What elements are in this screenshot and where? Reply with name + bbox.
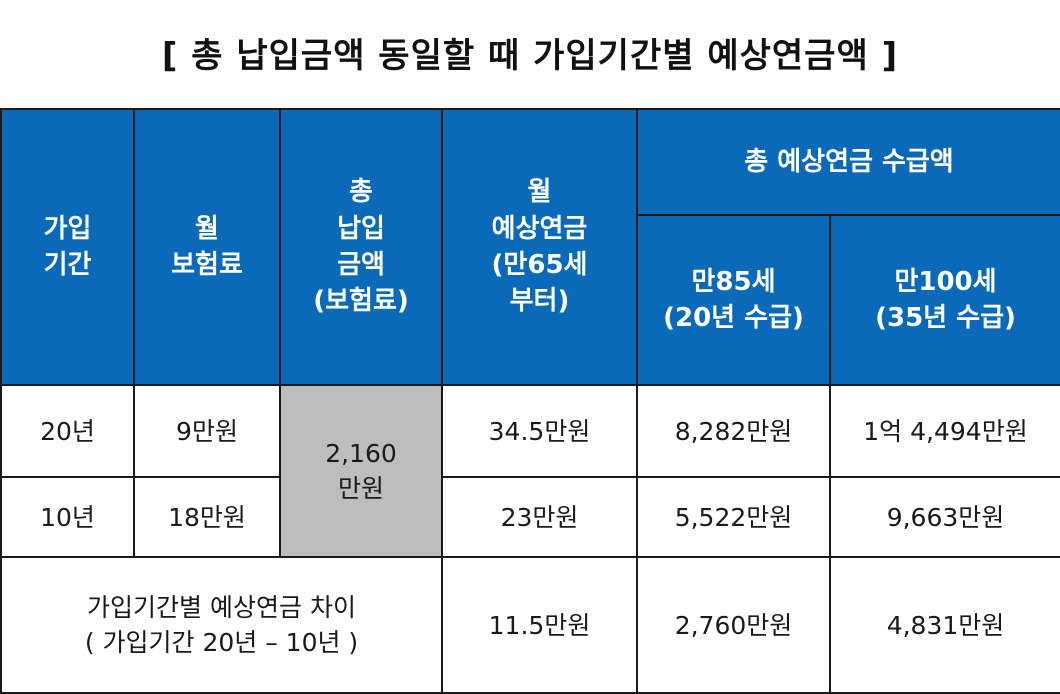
table-row: 20년 9만원 2,160 만원 34.5만원 8,282만원 1억 4,494…: [0, 384, 1060, 558]
cell-monthly-pension: 23만원: [441, 476, 638, 558]
header-total-pension-group: 총 예상연금 수급액: [636, 108, 1060, 216]
cell-diff-total85: 2,760만원: [636, 556, 831, 694]
cell-diff-monthly: 11.5만원: [441, 556, 638, 694]
pension-table: 가입 기간 월 보험료 총 납입 금액 (보험료) 월 예상연금 (만65세 부…: [0, 108, 1060, 694]
header-age85: 만85세 (20년 수급): [636, 214, 831, 386]
header-age100: 만100세 (35년 수급): [829, 214, 1060, 386]
diff-row: 가입기간별 예상연금 차이 ( 가입기간 20년 – 10년 ) 11.5만원 …: [0, 556, 1060, 694]
cell-period: 10년: [0, 476, 135, 558]
cell-total100: 1억 4,494만원: [829, 384, 1060, 478]
cell-diff-label: 가입기간별 예상연금 차이 ( 가입기간 20년 – 10년 ): [0, 556, 443, 694]
table-row: 10년 18만원 23만원 5,522만원 9,663만원: [0, 476, 1060, 558]
cell-period: 20년: [0, 384, 135, 478]
cell-premium: 9만원: [133, 384, 281, 478]
header-monthly-premium: 월 보험료: [133, 108, 281, 386]
header-monthly-pension: 월 예상연금 (만65세 부터): [441, 108, 638, 386]
cell-total85: 5,522만원: [636, 476, 831, 558]
header-total-paid: 총 납입 금액 (보험료): [279, 108, 443, 386]
cell-total85: 8,282만원: [636, 384, 831, 478]
page-title: [ 총 납입금액 동일할 때 가입기간별 예상연금액 ]: [161, 36, 899, 76]
cell-total100: 9,663만원: [829, 476, 1060, 558]
header-period: 가입 기간: [0, 108, 135, 386]
cell-premium: 18만원: [133, 476, 281, 558]
cell-monthly-pension: 34.5만원: [441, 384, 638, 478]
cell-diff-total100: 4,831만원: [829, 556, 1060, 694]
cell-total-paid-merged: 2,160 만원: [279, 384, 443, 558]
